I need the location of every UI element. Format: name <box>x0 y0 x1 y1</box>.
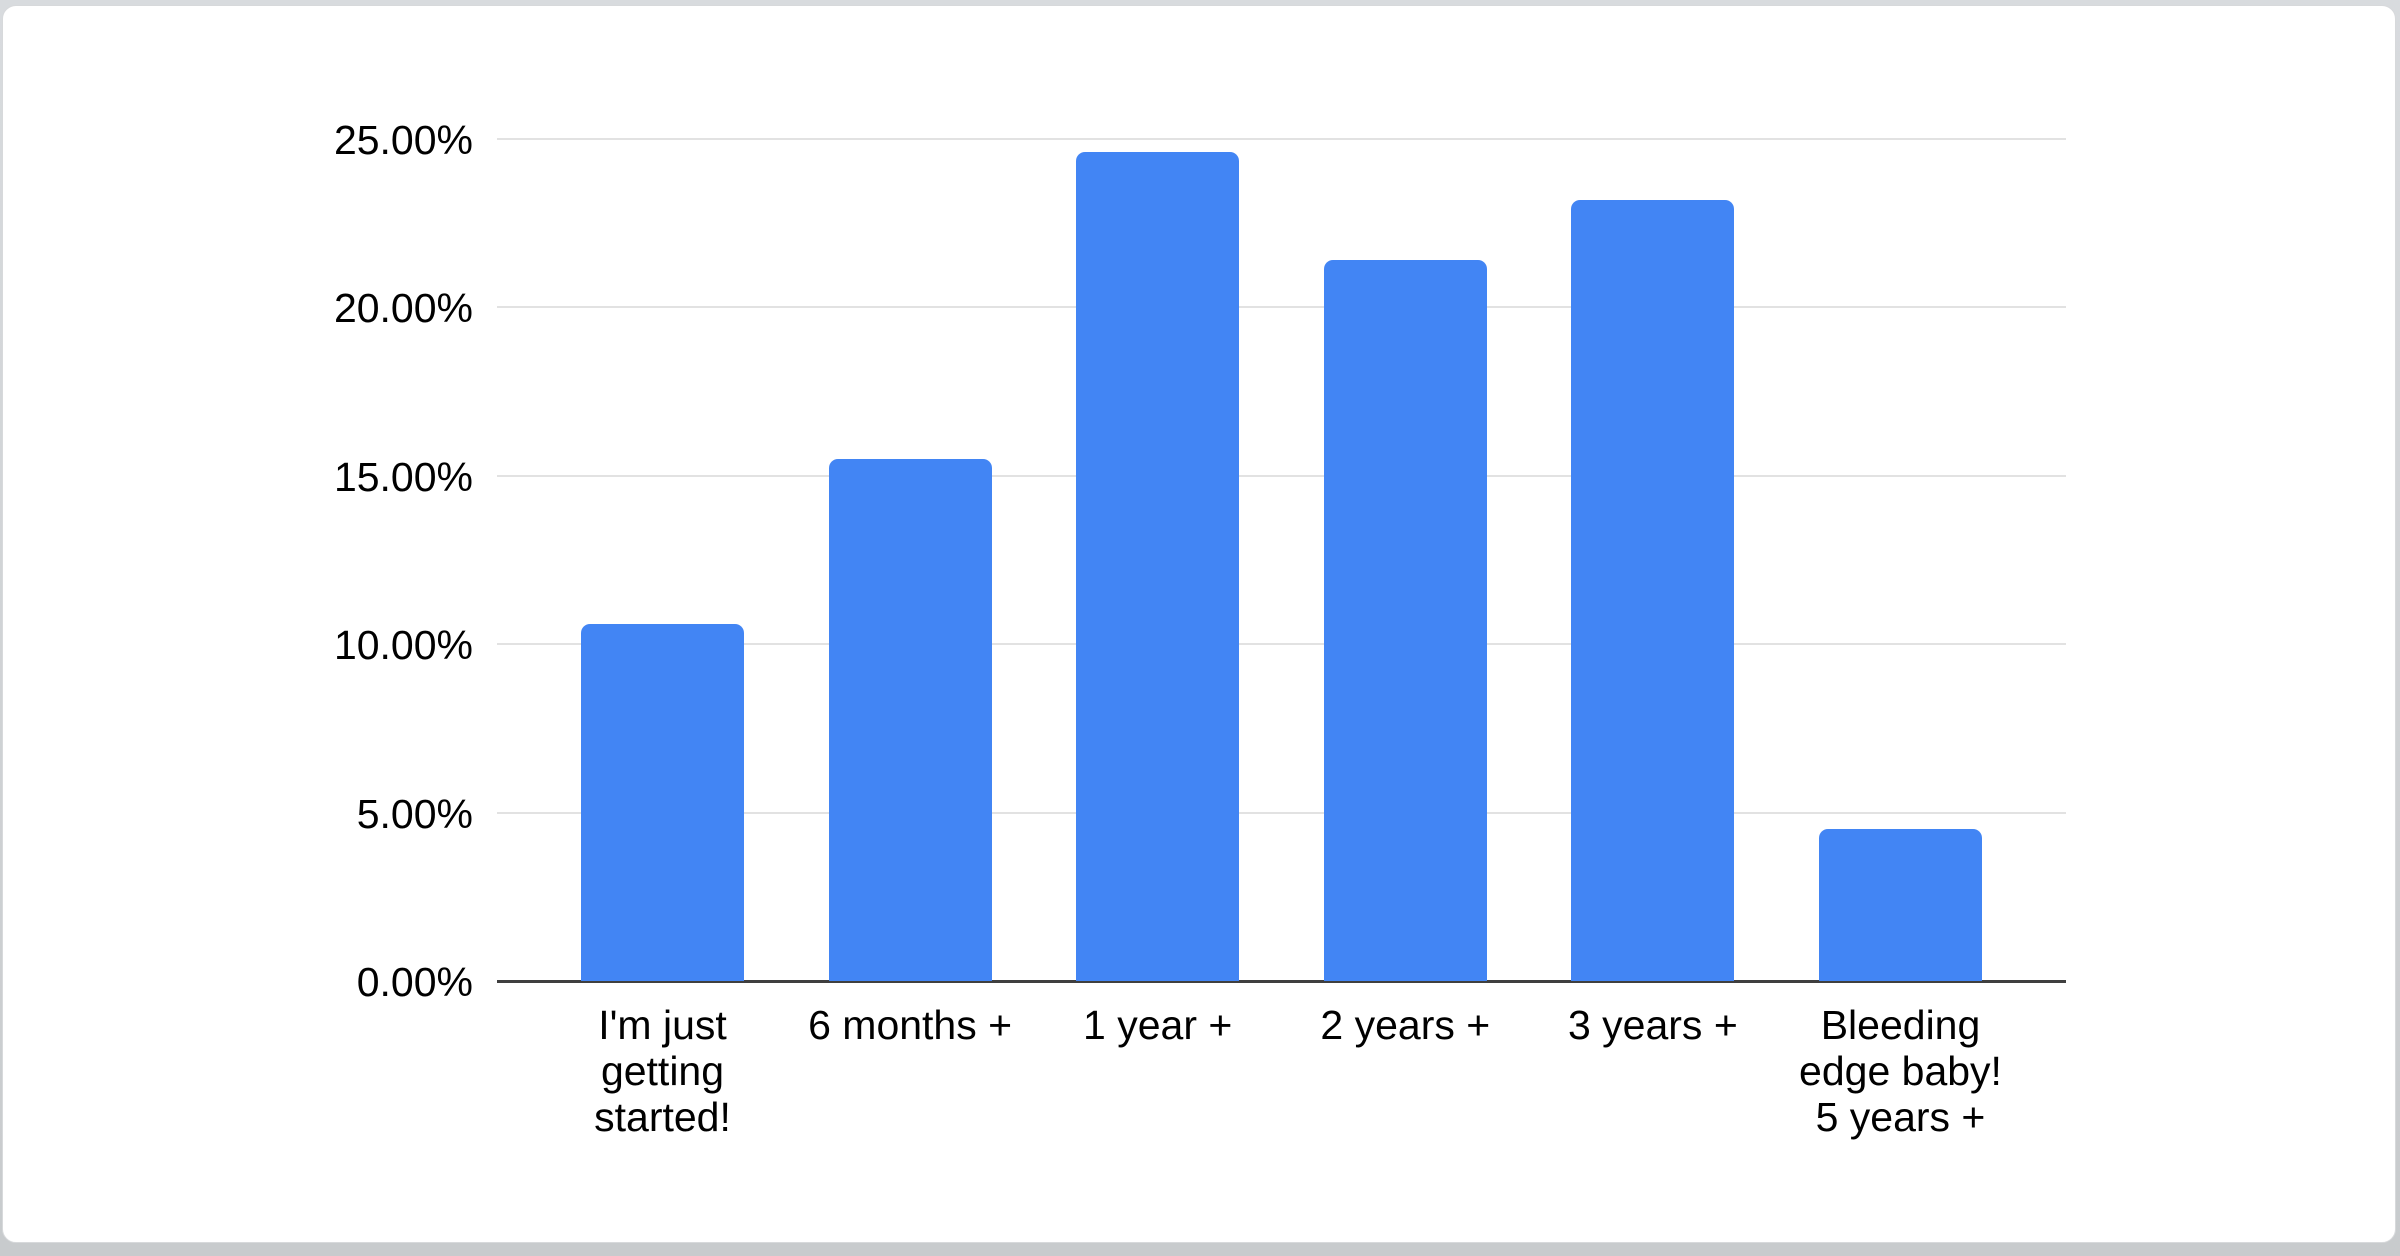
bar[interactable] <box>828 458 992 981</box>
y-axis-tick-label: 25.00% <box>333 117 473 163</box>
gridline <box>497 138 2066 140</box>
y-axis-tick-label: 0.00% <box>356 959 473 1005</box>
y-axis-tick-label: 10.00% <box>333 622 473 669</box>
gridline <box>497 811 2066 814</box>
x-axis-category-label: 2 years + <box>1320 1002 1491 1048</box>
bar[interactable] <box>581 623 744 981</box>
x-axis-category-label: 6 months + <box>808 1002 1013 1048</box>
bar[interactable] <box>1819 829 1982 981</box>
bar[interactable] <box>1571 199 1735 981</box>
x-axis-category-label: 1 year + <box>1083 1002 1233 1048</box>
x-axis-baseline <box>497 980 2066 983</box>
x-axis-category-label: I'm just getting started! <box>594 1002 731 1140</box>
bar[interactable] <box>1323 260 1487 981</box>
bar[interactable] <box>1076 152 1240 981</box>
gridline <box>497 474 2066 477</box>
x-axis-category-label: 3 years + <box>1567 1002 1738 1048</box>
y-axis-tick-label: 15.00% <box>333 453 473 500</box>
y-axis-tick-label: 5.00% <box>356 790 473 837</box>
y-axis-tick-label: 20.00% <box>333 285 473 332</box>
x-axis-category-label: Bleeding edge baby! 5 years + <box>1799 1002 2002 1140</box>
gridline <box>497 306 2066 309</box>
gridline <box>497 643 2066 646</box>
